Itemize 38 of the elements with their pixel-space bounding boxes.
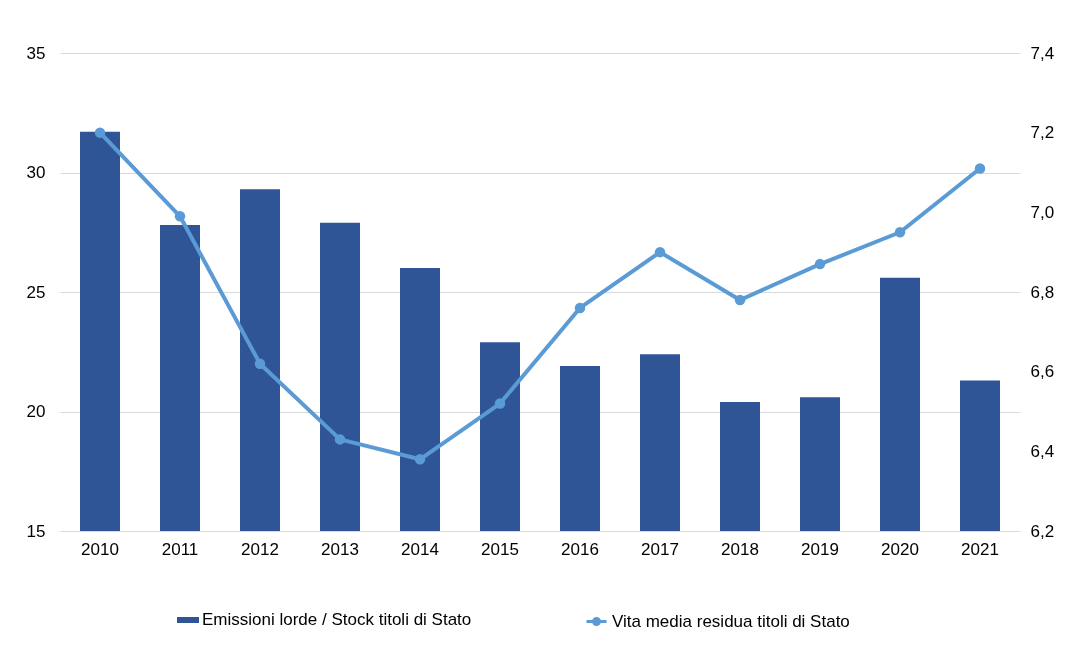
- y2-tick-label: 6,6: [1030, 362, 1055, 382]
- point: [814, 258, 826, 270]
- point: [894, 227, 906, 238]
- point: [974, 163, 986, 174]
- y2-tick-label: 7,4: [1030, 43, 1055, 63]
- y-tick-label: 30: [26, 163, 46, 182]
- x-tick-label: 2014: [401, 539, 439, 559]
- point: [494, 398, 506, 409]
- x-tick-label: 2016: [561, 539, 599, 559]
- point: [574, 302, 586, 314]
- x-tick-label: 2017: [641, 539, 679, 559]
- x-tick-label: 2020: [881, 539, 919, 559]
- y2-tick-label: 7,0: [1030, 202, 1055, 222]
- x-tick-label: 2021: [961, 539, 999, 559]
- y2-tick-label: 7,2: [1030, 123, 1055, 143]
- y-tick-label: 15: [26, 521, 46, 541]
- y2-tick-label: 6,2: [1030, 521, 1055, 541]
- legend-label: Vita media residua titoli di Stato: [612, 611, 850, 631]
- x-tick-label: 2013: [321, 539, 359, 559]
- point: [414, 454, 426, 465]
- y2-tick-label: 6,4: [1030, 441, 1055, 461]
- x-tick-label: 2019: [801, 539, 839, 559]
- y-tick-label: 35: [26, 43, 46, 63]
- x-tick-label: 2012: [241, 539, 279, 559]
- point: [94, 127, 106, 138]
- x-tick-label: 2018: [721, 539, 759, 559]
- legend-label: Emissioni lorde / Stock titoli di Stato: [202, 610, 472, 629]
- point: [654, 246, 666, 258]
- x-tick-label: 2015: [481, 539, 519, 559]
- y2-tick-label: 6,8: [1030, 282, 1055, 302]
- y-tick-label: 25: [26, 282, 46, 302]
- point: [334, 434, 346, 445]
- y-tick-label: 20: [26, 402, 46, 421]
- x-tick-label: 2010: [81, 539, 119, 559]
- x-tick-label: 2011: [161, 539, 199, 559]
- point: [174, 211, 186, 222]
- point: [734, 294, 746, 306]
- point: [254, 358, 266, 369]
